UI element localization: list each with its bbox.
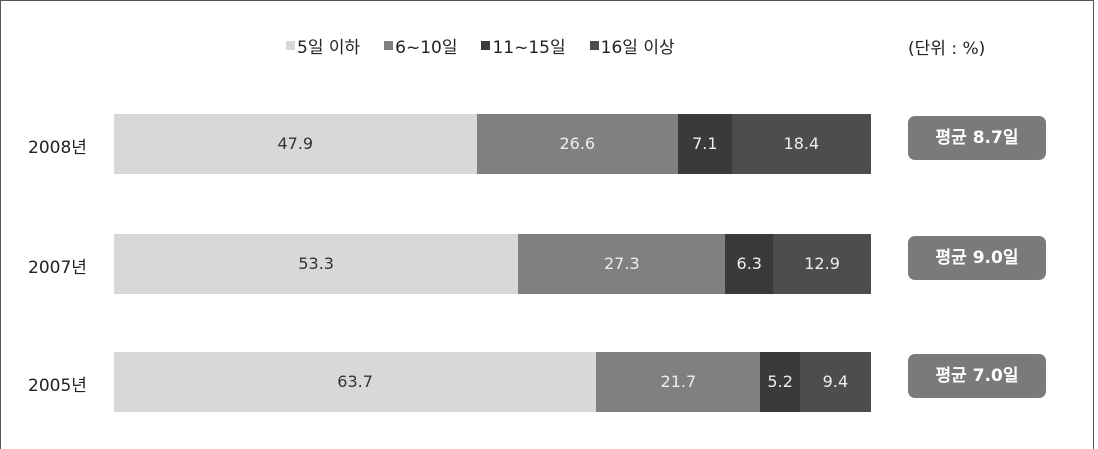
frame-left-border <box>0 0 1 449</box>
bar-segment <box>677 114 732 174</box>
bar-segment <box>114 234 519 294</box>
legend-item: 5일 이하 <box>286 33 360 58</box>
average-badge: 평균 8.7일 <box>908 116 1046 160</box>
category-label: 2008년 <box>28 138 87 158</box>
data-label: 9.4 <box>822 372 849 391</box>
data-label: 53.3 <box>298 254 334 273</box>
data-label: 7.1 <box>692 134 718 153</box>
frame-top-border <box>0 0 1093 1</box>
legend-swatch <box>286 40 295 50</box>
bar-segment <box>760 352 800 412</box>
data-label: 21.7 <box>660 372 697 391</box>
data-label: 6.3 <box>736 254 762 273</box>
bar-segment <box>476 114 678 174</box>
legend-item: 6~10일 <box>384 33 457 58</box>
legend-item: 11~15일 <box>481 33 566 58</box>
data-label: 18.4 <box>783 134 820 153</box>
bar-segment <box>114 114 477 174</box>
bar-segment <box>518 234 726 294</box>
legend-label: 5일 이하 <box>297 37 361 58</box>
legend-label: 6~10일 <box>395 37 458 58</box>
bar-segment <box>731 114 871 174</box>
bar-segment <box>114 352 597 412</box>
data-label: 5.2 <box>767 372 793 391</box>
average-badge: 평균 9.0일 <box>908 236 1046 280</box>
data-label: 27.3 <box>604 254 640 273</box>
bar-segment <box>799 352 871 412</box>
bar-track: 63.7 21.7 5.2 9.4 <box>114 352 871 412</box>
legend-swatch <box>481 40 491 50</box>
chart-legend: 5일 이하 6~10일 11~15일 16일 이상 <box>286 33 699 58</box>
data-label: 26.6 <box>559 134 596 153</box>
bar-track: 53.3 27.3 6.3 12.9 <box>114 234 871 294</box>
average-badge: 평균 7.0일 <box>908 354 1046 398</box>
category-label: 2005년 <box>28 376 87 396</box>
legend-label: 16일 이상 <box>600 37 675 58</box>
legend-item: 16일 이상 <box>589 33 675 58</box>
bar-segment <box>596 352 761 412</box>
category-label: 2007년 <box>28 258 87 278</box>
data-label: 12.9 <box>804 254 840 273</box>
bar-track: 47.9 26.6 7.1 18.4 <box>114 114 871 174</box>
legend-swatch <box>589 40 599 50</box>
frame-right-border <box>1093 0 1094 449</box>
legend-swatch <box>384 40 394 50</box>
data-label: 47.9 <box>277 134 314 153</box>
unit-label: (단위 : %) <box>908 39 986 59</box>
bar-segment <box>725 234 774 294</box>
bar-segment <box>773 234 871 294</box>
data-label: 63.7 <box>337 372 373 391</box>
legend-label: 11~15일 <box>492 37 566 58</box>
